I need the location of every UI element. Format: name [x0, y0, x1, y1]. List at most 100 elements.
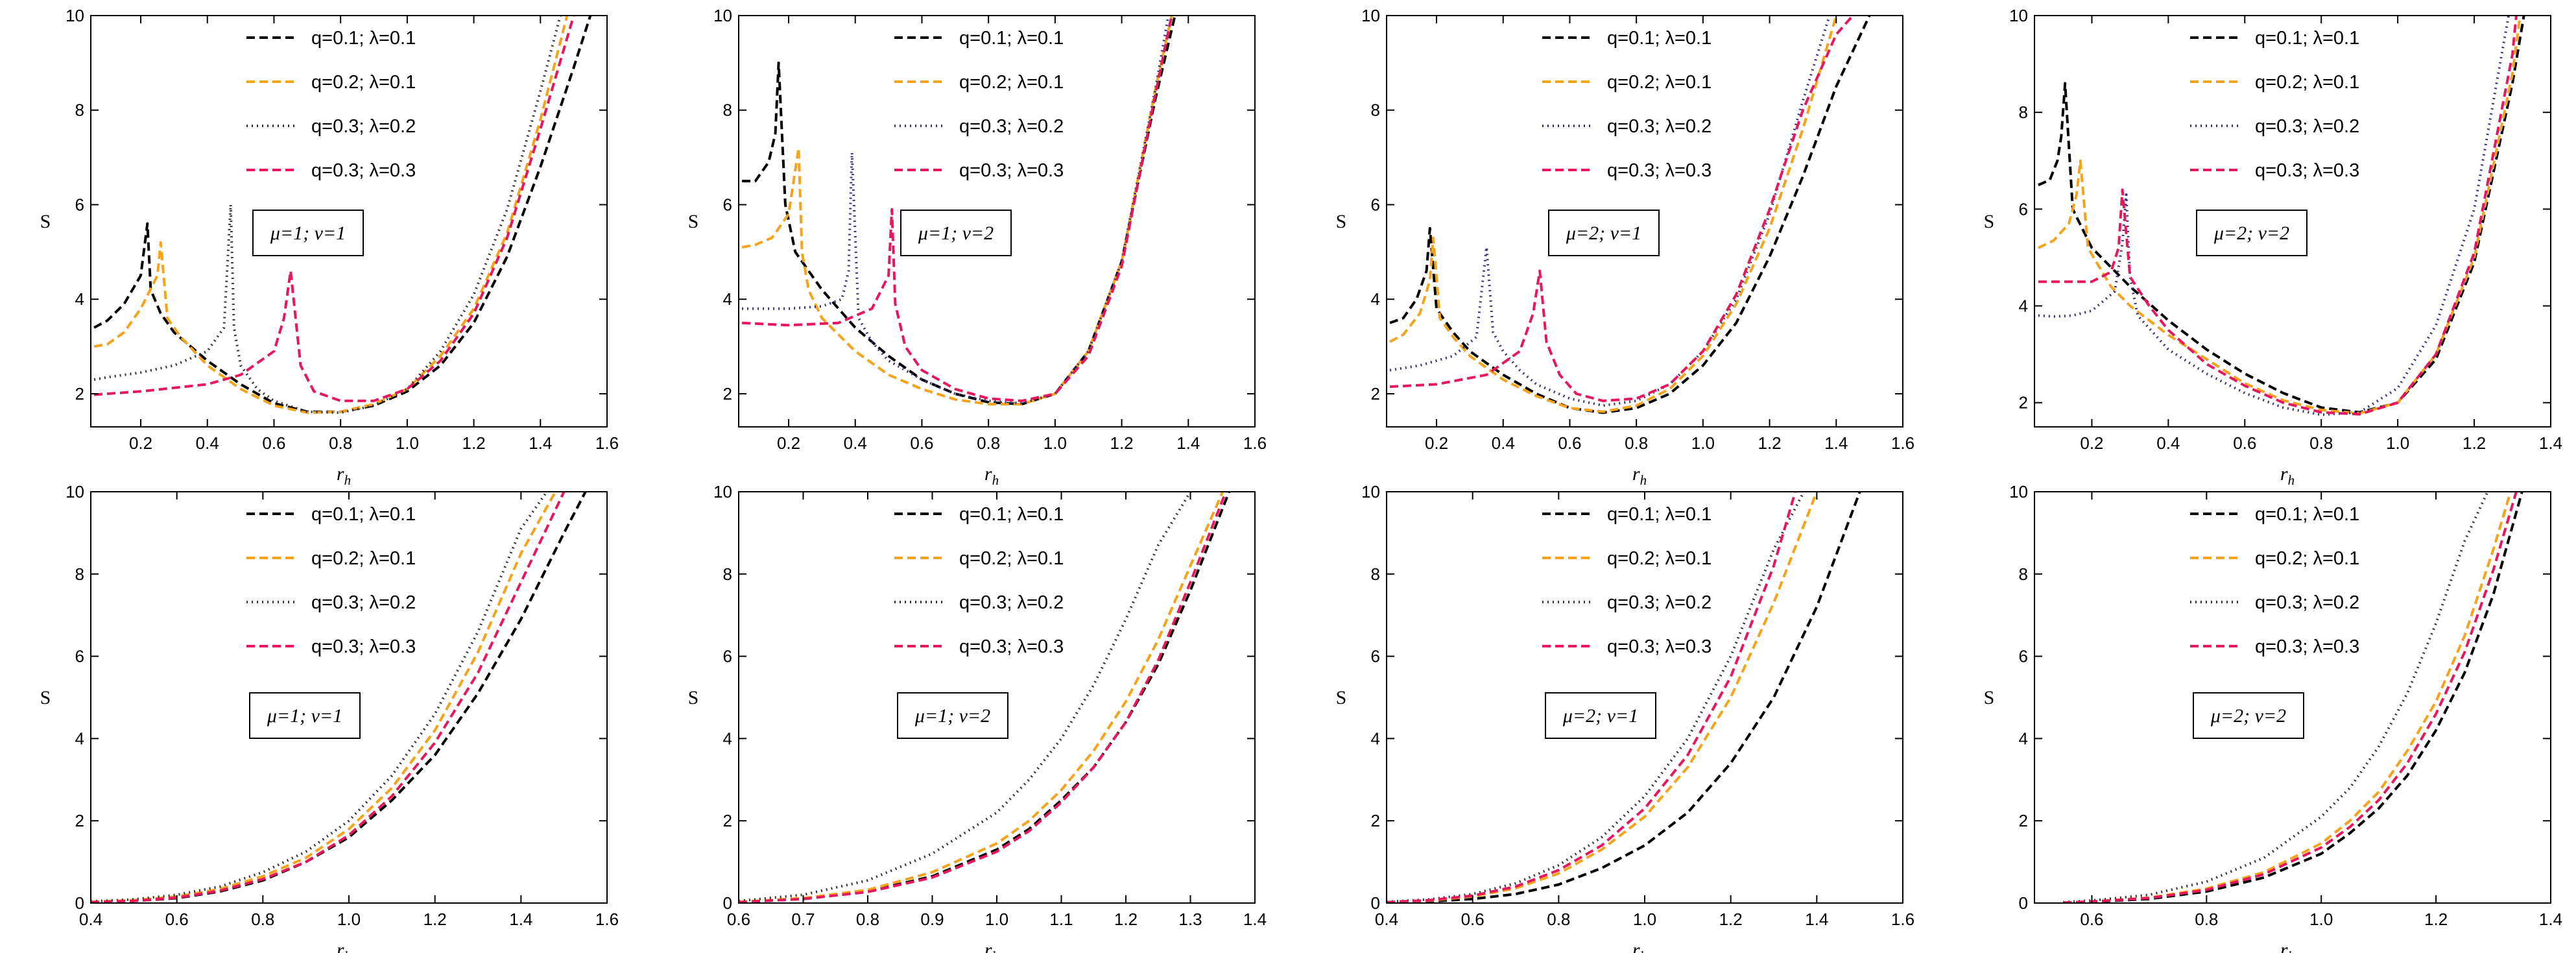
- legend-label-2: q=0.2; λ=0.1: [1607, 72, 1711, 93]
- series-line-4: [741, 16, 1173, 402]
- plot-area: [93, 16, 592, 415]
- plot-frame: [2034, 491, 2551, 904]
- y-axis-label: S: [688, 687, 699, 708]
- y-tick-label: 10: [66, 482, 84, 501]
- legend-label-4: q=0.3; λ=0.3: [1607, 160, 1711, 181]
- x-tick-label: 1.4: [1243, 910, 1267, 929]
- y-tick-label: 0: [75, 893, 84, 913]
- x-tick-label: 1.4: [1805, 910, 1828, 929]
- y-tick-label: 2: [1371, 384, 1380, 404]
- x-tick-label: 1.0: [1633, 910, 1656, 929]
- y-tick-label: 2: [75, 384, 84, 404]
- x-axis-label: rh: [984, 939, 999, 953]
- plot-area: [741, 16, 1176, 405]
- y-tick-label: 6: [1371, 647, 1380, 666]
- series-line-2: [741, 16, 1173, 405]
- legend: q=0.1; λ=0.1 q=0.2; λ=0.1 q=0.3; λ=0.2 q=0.…: [1542, 504, 1711, 657]
- legend-label-4: q=0.3; λ=0.3: [1607, 636, 1711, 657]
- x-tick-label: 0.7: [791, 910, 815, 929]
- x-tick-label: 0.6: [2080, 910, 2103, 929]
- legend-label-2: q=0.2; λ=0.1: [311, 548, 416, 569]
- x-tick-label: 1.6: [595, 910, 619, 929]
- x-tick-label: 1.2: [1758, 433, 1782, 453]
- annotation-box: [249, 692, 361, 739]
- y-tick-label: 4: [75, 289, 84, 309]
- legend-label-2: q=0.2; λ=0.1: [311, 72, 416, 93]
- series-line-4: [2063, 492, 2518, 903]
- x-tick-label: 0.6: [2233, 433, 2256, 453]
- legend: q=0.1; λ=0.1 q=0.2; λ=0.1 q=0.3; λ=0.2 q=0.…: [246, 28, 416, 181]
- x-axis-label: rh: [1632, 463, 1647, 488]
- x-tick-label: 1.2: [2424, 910, 2448, 929]
- y-axis-label: S: [1984, 211, 1995, 232]
- series-line-3: [742, 16, 1170, 405]
- y-axis-label: S: [40, 211, 51, 232]
- y-tick-label: 10: [713, 482, 732, 501]
- plot-frame: [2034, 15, 2551, 428]
- x-tick-label: 1.6: [1243, 433, 1267, 453]
- chart-panel-3: 0.2 0.4 0.6 0.8 1.0 1.2 1.4 1.6 2 4 6 8 10 rh Sq=0.1; …: [1336, 6, 1914, 488]
- legend-label-3: q=0.3; λ=0.2: [311, 592, 416, 613]
- x-axis-label: rh: [1632, 939, 1647, 953]
- x-tick-label: 1.3: [1178, 910, 1202, 929]
- x-tick-label: 1.6: [595, 433, 619, 453]
- y-tick-label: 10: [66, 6, 84, 25]
- annotation-box: [897, 692, 1008, 739]
- x-tick-label: 0.2: [129, 433, 152, 453]
- x-axis-label: rh: [337, 939, 351, 953]
- legend-label-1: q=0.1; λ=0.1: [311, 28, 416, 49]
- y-tick-label: 6: [75, 647, 84, 666]
- x-tick-label: 0.4: [1375, 910, 1398, 929]
- legend-label-1: q=0.1; λ=0.1: [1607, 28, 1711, 49]
- y-tick-label: 6: [723, 195, 732, 214]
- x-tick-label: 0.6: [1558, 433, 1581, 453]
- x-axis-label: rh: [337, 463, 351, 488]
- legend-label-3: q=0.3; λ=0.2: [959, 116, 1064, 137]
- y-tick-label: 0: [2019, 893, 2028, 913]
- y-axis-label: S: [1336, 687, 1347, 708]
- legend-label-4: q=0.3; λ=0.3: [959, 636, 1064, 657]
- legend-label-2: q=0.2; λ=0.1: [2255, 548, 2359, 569]
- y-tick-label: 4: [1371, 729, 1380, 748]
- x-tick-label: 0.4: [1492, 433, 1515, 453]
- y-tick-label: 4: [723, 289, 732, 309]
- chart-panel-6: 0.6 0.7 0.8 0.9 1.0 1.1 1.2 1.3 1.4 0 2 4 6 8 10 rh Sq=0…: [688, 482, 1267, 953]
- chart-panel-5: 0.4 0.6 0.8 1.0 1.2 1.4 1.6 0 2 4 6 8 10 rh Sq=0.1; λ=…: [40, 482, 619, 953]
- y-tick-label: 6: [1371, 195, 1380, 214]
- legend-label-1: q=0.1; λ=0.1: [959, 28, 1064, 49]
- x-tick-label: 0.6: [910, 433, 933, 453]
- x-tick-label: 0.4: [2156, 433, 2180, 453]
- series-line-4: [1387, 492, 1797, 903]
- annotation-box: [1548, 210, 1660, 256]
- y-tick-label: 2: [2019, 393, 2028, 413]
- legend-label-4: q=0.3; λ=0.3: [311, 160, 416, 181]
- y-tick-label: 6: [2019, 199, 2028, 219]
- legend-label-1: q=0.1; λ=0.1: [959, 504, 1064, 525]
- annotation-text: μ=2; ν=1: [1566, 223, 1641, 244]
- y-axis-label: S: [1336, 211, 1347, 232]
- chart-panel-4: 0.2 0.4 0.6 0.8 1.0 1.2 1.4 2 4 6 8 10 rh Sq=0.1; λ=0…: [1984, 6, 2562, 488]
- x-tick-label: 1.1: [1049, 910, 1073, 929]
- series-line-1: [1387, 492, 1861, 903]
- legend: q=0.1; λ=0.1 q=0.2; λ=0.1 q=0.3; λ=0.2 q=0.…: [1542, 28, 1711, 181]
- series-line-4: [91, 492, 566, 903]
- legend-label-2: q=0.2; λ=0.1: [959, 72, 1064, 93]
- y-tick-label: 2: [1371, 811, 1380, 830]
- x-tick-label: 1.2: [423, 910, 447, 929]
- legend-label-2: q=0.2; λ=0.1: [2255, 72, 2359, 93]
- x-tick-label: 1.4: [2539, 910, 2562, 929]
- legend: q=0.1; λ=0.1 q=0.2; λ=0.1 q=0.3; λ=0.2 q=0.…: [894, 504, 1064, 657]
- legend-label-1: q=0.1; λ=0.1: [1607, 504, 1711, 525]
- x-tick-label: 1.4: [509, 910, 532, 929]
- y-tick-label: 0: [723, 893, 732, 913]
- annotation-text: μ=2; ν=2: [2210, 705, 2286, 727]
- x-tick-label: 0.6: [165, 910, 189, 929]
- plot-frame: [1386, 15, 1903, 428]
- x-tick-label: 0.6: [1461, 910, 1485, 929]
- x-tick-label: 0.2: [777, 433, 800, 453]
- series-line-2: [93, 16, 569, 415]
- x-tick-label: 0.4: [79, 910, 102, 929]
- legend-label-3: q=0.3; λ=0.2: [311, 116, 416, 137]
- series-line-2: [1389, 16, 1838, 413]
